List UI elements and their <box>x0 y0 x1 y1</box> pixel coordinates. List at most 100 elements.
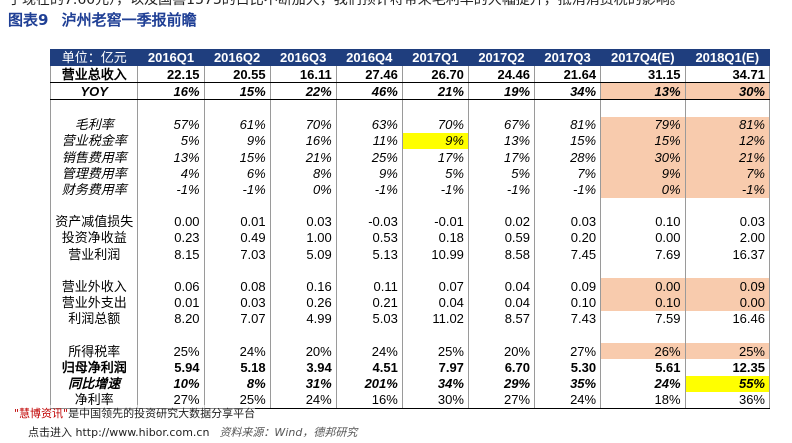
column-header: 2016Q1 <box>137 49 205 66</box>
table-row: 利润总额 8.20 7.07 4.99 5.03 11.02 8.57 7.43 7.59 16.… <box>49 310 771 327</box>
table-cell <box>401 327 469 344</box>
table-cell: 24% <box>534 391 602 409</box>
table-cell <box>335 99 403 117</box>
table-cell: 21% <box>684 148 771 166</box>
table-cell: 5% <box>137 132 205 149</box>
table-cell <box>600 197 686 214</box>
table-cell: 1.00 <box>269 229 337 247</box>
table-cell: 0.00 <box>137 213 205 230</box>
table-cell: 0.02 <box>467 213 536 230</box>
table-cell: 5.30 <box>534 359 602 376</box>
table-cell: 0.04 <box>467 294 536 311</box>
row-label: 管理费用率 <box>49 165 139 182</box>
table-cell: 25% <box>401 343 469 360</box>
table-cell: 201% <box>335 375 403 392</box>
row-label: 营业税金率 <box>49 132 139 149</box>
table-cell: 0.10 <box>600 294 686 311</box>
table-cell: 16.46 <box>684 310 771 327</box>
table-cell: 7.07 <box>203 310 271 327</box>
table-cell: -1% <box>137 181 205 198</box>
table-cell: 10.99 <box>401 246 469 263</box>
column-header: 2018Q1(E) <box>684 49 771 66</box>
table-cell: 70% <box>269 116 337 133</box>
table-cell: 27.46 <box>335 66 403 84</box>
watermark-brand: "慧博资讯" <box>14 407 69 420</box>
table-row: 营业税金率 5% 9% 16% 11% 9% 13% 15% 15% 12% <box>49 132 771 149</box>
table-cell: 67% <box>467 116 536 133</box>
table-cell: 0.10 <box>600 213 686 230</box>
table-cell: 7.59 <box>600 310 686 327</box>
table-cell: 0.53 <box>335 229 403 247</box>
table-cell: 0.07 <box>401 278 469 295</box>
table-cell: 9% <box>600 165 686 182</box>
column-header: 2017Q3 <box>534 49 602 66</box>
table-row <box>49 99 771 117</box>
table-cell <box>335 327 403 344</box>
table-header-row: 单位：亿元 2016Q1 2016Q2 2016Q3 2016Q4 2017Q1 2017Q… <box>49 49 771 66</box>
table-cell: 63% <box>335 116 403 133</box>
table-cell: 27% <box>467 391 536 409</box>
table-cell: 35% <box>534 375 602 392</box>
row-label: 所得税率 <box>49 343 139 360</box>
row-label: 营业总收入 <box>49 66 139 84</box>
table-cell <box>269 197 337 214</box>
table-cell: 27% <box>534 343 602 360</box>
row-label: 营业外收入 <box>49 278 139 295</box>
table-cell: 0% <box>269 181 337 198</box>
table-cell: -0.03 <box>335 213 403 230</box>
table-cell <box>401 197 469 214</box>
table-cell: 24.46 <box>467 66 536 84</box>
column-header: 2017Q4(E) <box>600 49 686 66</box>
table-cell: 0.20 <box>534 229 602 247</box>
table-cell: 10% <box>137 375 205 392</box>
table-cell: 13% <box>600 82 686 101</box>
table-cell: 16% <box>335 391 403 409</box>
table-cell: 25% <box>335 148 403 166</box>
table-cell: 0.03 <box>534 213 602 230</box>
figure-title-text: 泸州老窖一季报前瞻 <box>61 11 197 29</box>
table-cell: 7.69 <box>600 246 686 263</box>
table-cell <box>137 327 205 344</box>
table-cell: 15% <box>600 132 686 149</box>
table-cell: 24% <box>600 375 686 392</box>
table-cell: 0.03 <box>203 294 271 311</box>
table-cell: 61% <box>203 116 271 133</box>
table-row: 所得税率 25% 24% 20% 24% 25% 20% 27% 26% 25% <box>49 343 771 360</box>
table-cell: -1% <box>335 181 403 198</box>
table-cell <box>600 99 686 117</box>
table-cell: 16% <box>269 132 337 149</box>
table-cell: 18% <box>600 391 686 409</box>
row-label: 资产减值损失 <box>49 213 139 230</box>
table-cell <box>203 262 271 279</box>
table-cell: 13% <box>137 148 205 166</box>
table-cell <box>137 262 205 279</box>
table-cell: 0.23 <box>137 229 205 247</box>
table-cell: 0.04 <box>467 278 536 295</box>
table-cell: 24% <box>269 391 337 409</box>
table-cell: 20% <box>467 343 536 360</box>
table-cell: 9% <box>401 132 469 149</box>
table-cell: 21.64 <box>534 66 602 84</box>
column-header: 2017Q1 <box>401 49 469 66</box>
table-cell <box>203 327 271 344</box>
table-cell <box>401 99 469 117</box>
table-cell: 26.70 <box>401 66 469 84</box>
table-cell: 0.49 <box>203 229 271 247</box>
table-cell: 26% <box>600 343 686 360</box>
table-cell: -1% <box>467 181 536 198</box>
table-cell: 0.09 <box>534 278 602 295</box>
table-cell: -1% <box>401 181 469 198</box>
table-row: 营业利润 8.15 7.03 5.09 5.13 10.99 8.58 7.45 7.69 16.… <box>49 246 771 263</box>
table-cell <box>534 327 602 344</box>
table-cell: 4.99 <box>269 310 337 327</box>
watermark-line-1: "慧博资讯"是中国领先的投资研究大数据分享平台 <box>14 405 256 421</box>
table-cell: 0.26 <box>269 294 337 311</box>
table-cell: 34% <box>401 375 469 392</box>
row-label: 归母净利润 <box>49 359 139 376</box>
table-cell: 0.06 <box>137 278 205 295</box>
watermark-link[interactable]: 点击进入 http://www.hibor.com.cn <box>28 426 210 439</box>
table-cell: 3.94 <box>269 359 337 376</box>
table-cell: -0.01 <box>401 213 469 230</box>
column-header: 2017Q2 <box>467 49 536 66</box>
row-label: 营业利润 <box>49 246 139 263</box>
